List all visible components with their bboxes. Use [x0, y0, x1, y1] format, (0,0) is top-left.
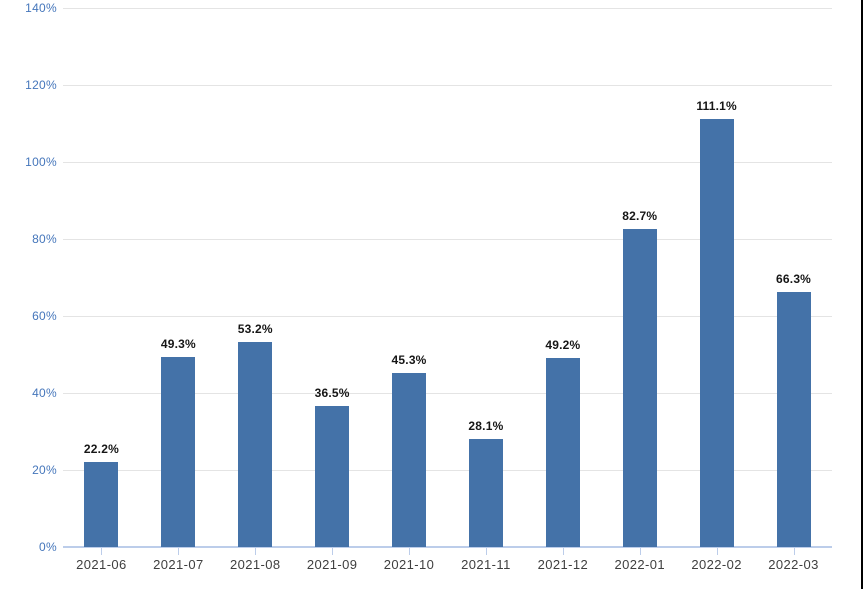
y-axis-tick-label: 100% [25, 155, 57, 169]
x-axis-tick-label: 2021-12 [537, 557, 589, 572]
y-gridline [63, 470, 832, 471]
x-axis-tick [101, 548, 103, 555]
y-gridline [63, 162, 832, 163]
y-gridline [63, 8, 832, 9]
x-axis-tick-label: 2022-03 [768, 557, 819, 572]
x-axis-tick [485, 548, 487, 555]
y-axis-tick-label: 20% [32, 463, 57, 477]
x-axis-tick-label: 2021-08 [229, 557, 281, 572]
bar [545, 357, 580, 547]
x-axis-tick [332, 548, 334, 555]
bar [699, 119, 734, 547]
x-axis-tick [562, 548, 564, 555]
x-axis-tick-label: 2021-09 [306, 557, 358, 572]
x-axis-tick [716, 548, 718, 555]
bar [161, 357, 196, 547]
x-axis-tick-label: 2021-07 [153, 557, 204, 572]
bar [622, 228, 657, 547]
bar-value-label: 45.3% [391, 352, 427, 367]
y-gridline [63, 239, 832, 240]
bar-value-label: 22.2% [83, 441, 119, 456]
y-axis-tick-label: 80% [32, 232, 57, 246]
x-axis-tick [409, 548, 411, 555]
x-axis-tick [178, 548, 180, 555]
y-gridline [63, 85, 832, 86]
y-gridline [63, 316, 832, 317]
y-axis-tick-label: 40% [32, 386, 57, 400]
page-right-border-line [861, 0, 863, 589]
y-axis-tick-label: 0% [39, 540, 57, 554]
bar [392, 372, 427, 547]
bar [776, 291, 811, 547]
bar-value-label: 28.1% [468, 418, 504, 433]
x-axis-line [63, 546, 832, 548]
bar-value-label: 66.3% [776, 271, 812, 286]
bar-value-label: 53.2% [237, 322, 273, 337]
x-axis-tick-label: 2021-06 [76, 557, 127, 572]
bar-value-label: 82.7% [622, 208, 658, 223]
bar [238, 342, 273, 547]
bar [84, 461, 119, 547]
bar-value-label: 36.5% [314, 386, 350, 401]
y-axis-tick-label: 120% [25, 78, 57, 92]
bar-value-label: 49.2% [545, 337, 581, 352]
bar-value-label: 111.1% [696, 99, 737, 114]
x-axis-tick [639, 548, 641, 555]
y-axis-tick-label: 60% [32, 309, 57, 323]
x-axis-tick-label: 2022-02 [691, 557, 742, 572]
bar [315, 406, 350, 547]
y-axis-tick-label: 140% [25, 1, 57, 15]
x-axis-tick [793, 548, 795, 555]
x-axis-tick-label: 2021-10 [383, 557, 435, 572]
x-axis-tick-label: 2021-11 [461, 557, 511, 572]
x-axis-tick-label: 2022-01 [614, 557, 665, 572]
bar [468, 438, 503, 547]
x-axis-tick [255, 548, 257, 555]
bar-value-label: 49.3% [160, 337, 196, 352]
y-gridline [63, 393, 832, 394]
